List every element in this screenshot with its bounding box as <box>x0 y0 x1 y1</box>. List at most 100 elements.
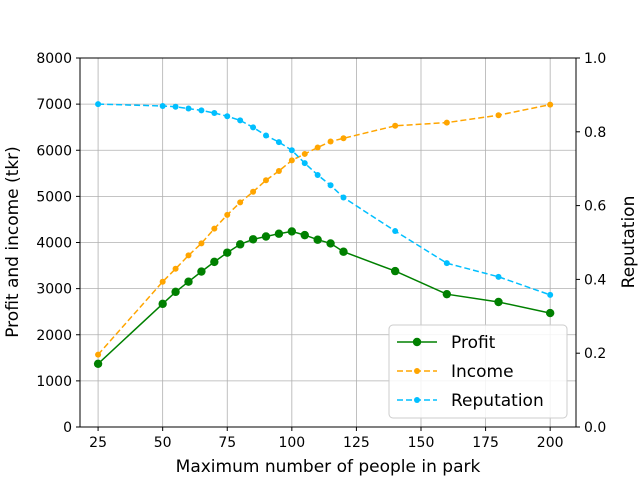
x-tick-label: 125 <box>343 435 370 451</box>
data-point-income <box>185 252 192 259</box>
data-point-reputation <box>185 105 192 112</box>
data-point-income <box>263 177 269 184</box>
y-axis-right: 0.0 0.2 0.4 0.6 0.8 1.0 <box>576 51 606 436</box>
legend-marker-income <box>414 368 420 374</box>
data-point-income <box>250 188 257 195</box>
data-point-income <box>301 150 308 157</box>
data-point-profit <box>158 299 167 309</box>
data-point-profit <box>390 266 400 276</box>
data-point-income <box>288 157 295 164</box>
y-right-tick-label: 0.2 <box>584 346 606 362</box>
y-left-tick-label: 1000 <box>36 374 72 390</box>
y-left-tick-label: 5000 <box>36 189 72 205</box>
data-point-income <box>198 240 205 247</box>
data-point-reputation <box>250 124 257 131</box>
data-point-reputation <box>392 228 399 235</box>
data-point-income <box>172 265 179 272</box>
data-point-reputation <box>237 117 244 124</box>
x-tick-label: 100 <box>278 435 305 451</box>
data-point-income <box>237 199 244 206</box>
data-point-reputation <box>327 182 334 189</box>
data-point-reputation <box>275 139 282 146</box>
data-point-profit <box>184 277 193 286</box>
data-point-profit <box>300 230 309 240</box>
data-point-profit <box>248 235 258 244</box>
data-point-reputation <box>198 107 205 114</box>
y-axis-left-label: Profit and income (tkr) <box>3 146 23 338</box>
data-point-reputation <box>495 273 502 280</box>
data-point-profit <box>235 240 245 249</box>
data-point-reputation <box>443 260 450 267</box>
y-left-tick-label: 0 <box>63 420 72 436</box>
data-point-income <box>314 144 321 151</box>
data-point-income <box>327 138 334 145</box>
data-point-income <box>275 168 282 175</box>
x-axis: 25 50 75 100 125 150 175 200 <box>89 427 564 451</box>
data-point-reputation <box>301 160 308 167</box>
data-point-reputation <box>314 171 321 178</box>
x-tick-label: 50 <box>154 435 172 451</box>
data-point-reputation <box>159 102 166 109</box>
data-point-profit <box>261 232 271 241</box>
legend-label-income: Income <box>451 362 514 382</box>
legend-marker-profit <box>412 337 422 347</box>
legend: Profit Income Reputation <box>388 324 568 419</box>
data-point-profit <box>494 297 503 307</box>
data-point-income <box>495 112 502 119</box>
data-point-profit <box>197 267 206 276</box>
series-line-reputation <box>98 103 551 296</box>
y-left-tick-label: 2000 <box>36 328 72 344</box>
data-point-income <box>392 122 399 129</box>
y-left-tick-label: 7000 <box>36 97 72 113</box>
data-point-profit <box>287 227 297 236</box>
data-point-income <box>547 101 554 108</box>
data-point-profit <box>545 308 555 318</box>
x-tick-label: 75 <box>218 435 236 451</box>
x-tick-label: 25 <box>89 435 107 451</box>
data-point-income <box>95 351 102 358</box>
data-point-profit <box>339 247 348 256</box>
series-line-income <box>97 103 551 356</box>
y-left-tick-label: 6000 <box>36 143 72 159</box>
data-point-reputation <box>288 147 295 154</box>
data-point-profit <box>93 359 103 369</box>
data-point-profit <box>171 287 180 297</box>
data-point-profit <box>210 257 219 267</box>
y-left-tick-label: 3000 <box>36 282 72 298</box>
x-tick-label: 200 <box>537 435 564 451</box>
legend-marker-reputation <box>414 397 420 403</box>
data-point-reputation <box>172 103 179 110</box>
data-point-income <box>340 135 347 142</box>
series-reputation <box>95 101 554 298</box>
data-point-reputation <box>211 109 218 116</box>
series-layer <box>93 101 555 369</box>
y-left-tick-label: 8000 <box>36 51 72 67</box>
data-point-profit <box>223 248 232 257</box>
legend-entry-income: Income <box>397 362 514 382</box>
x-tick-label: 175 <box>472 435 499 451</box>
x-tick-label: 150 <box>408 435 435 451</box>
legend-label-profit: Profit <box>451 333 496 353</box>
x-axis-label: Maximum number of people in park <box>176 457 481 477</box>
legend-entry-reputation: Reputation <box>397 391 544 411</box>
legend-frame <box>388 324 568 419</box>
y-right-tick-label: 0.8 <box>584 125 606 141</box>
y-axis-right-label: Reputation <box>619 196 639 289</box>
data-point-reputation <box>95 101 102 108</box>
y-right-tick-label: 0.6 <box>584 199 606 215</box>
data-point-reputation <box>224 113 231 120</box>
y-axis-left: 0 1000 2000 3000 4000 5000 6000 7000 8000 <box>36 51 80 436</box>
y-right-tick-label: 0.4 <box>584 272 606 288</box>
data-point-reputation <box>547 291 554 298</box>
legend-entry-profit: Profit <box>397 333 496 353</box>
data-point-profit <box>326 239 335 248</box>
data-point-income <box>159 278 166 285</box>
y-left-tick-label: 4000 <box>36 236 72 252</box>
data-point-reputation <box>263 132 269 139</box>
data-point-reputation <box>340 194 347 201</box>
data-point-income <box>443 119 450 126</box>
legend-label-reputation: Reputation <box>451 391 544 411</box>
data-point-profit <box>442 289 452 299</box>
y-right-tick-label: 0.0 <box>584 420 606 436</box>
